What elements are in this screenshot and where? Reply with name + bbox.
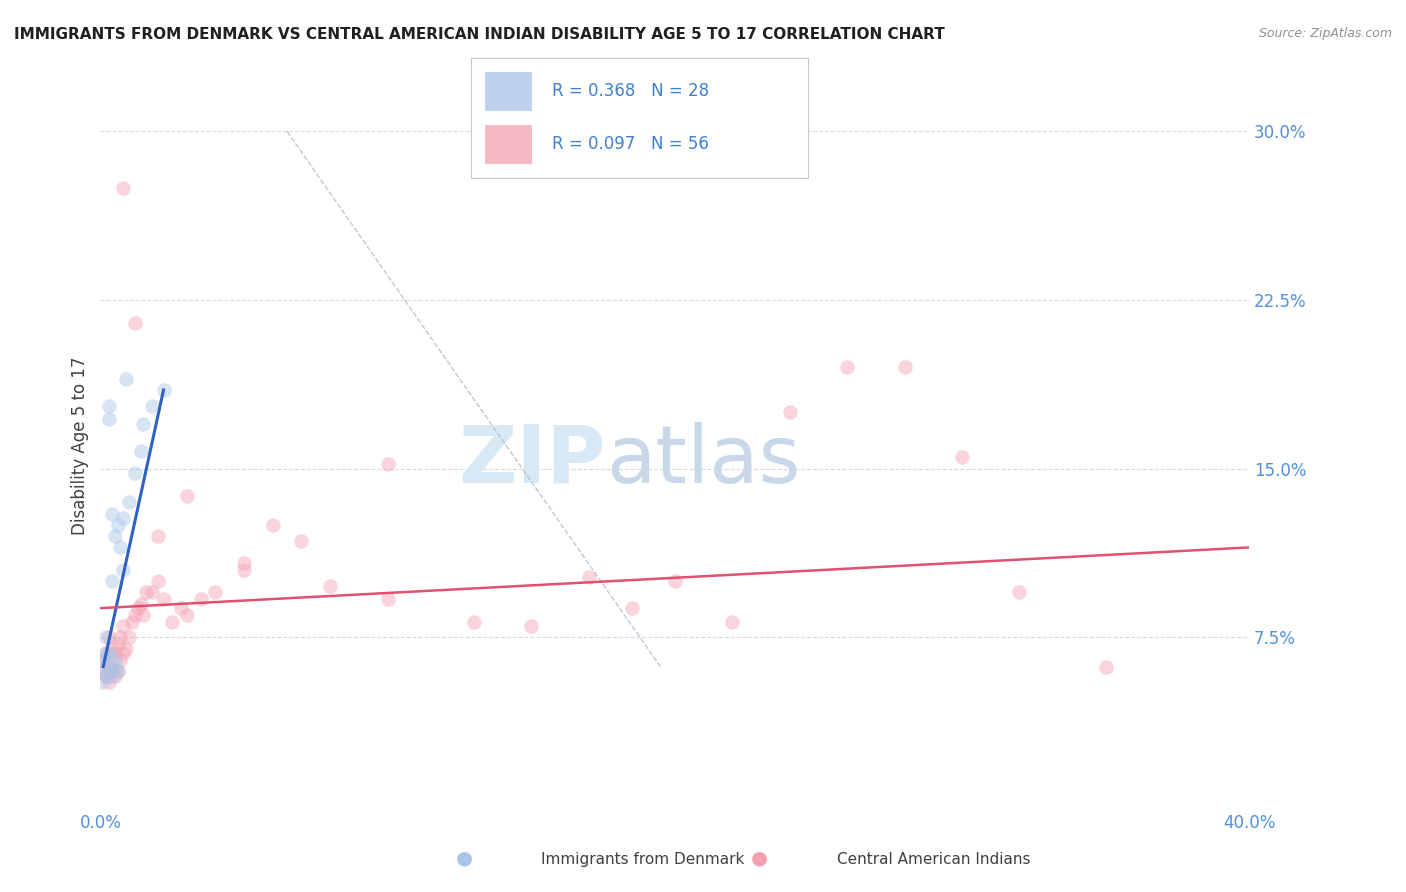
Point bbox=[721, 615, 744, 629]
Point bbox=[98, 631, 121, 645]
Point bbox=[160, 615, 183, 629]
Point bbox=[127, 601, 149, 615]
Text: ●: ● bbox=[456, 848, 472, 867]
Point bbox=[94, 668, 117, 682]
Point bbox=[101, 668, 124, 682]
Point bbox=[101, 664, 124, 678]
Point bbox=[91, 659, 114, 673]
Point bbox=[152, 383, 174, 397]
Point bbox=[91, 675, 114, 690]
Point bbox=[664, 574, 686, 589]
Point bbox=[290, 533, 312, 548]
Point bbox=[98, 646, 121, 660]
Point bbox=[101, 641, 124, 656]
Text: Central American Indians: Central American Indians bbox=[837, 852, 1031, 867]
Point bbox=[94, 646, 117, 660]
Point bbox=[110, 631, 132, 645]
Point bbox=[377, 457, 399, 471]
Point bbox=[107, 664, 129, 678]
Point bbox=[146, 574, 169, 589]
Point bbox=[124, 316, 146, 330]
Point bbox=[835, 360, 858, 375]
Text: Immigrants from Denmark: Immigrants from Denmark bbox=[541, 852, 745, 867]
Point bbox=[950, 450, 973, 465]
Point bbox=[520, 619, 543, 633]
Point bbox=[377, 592, 399, 607]
Text: atlas: atlas bbox=[606, 422, 800, 500]
Text: ●: ● bbox=[751, 848, 768, 867]
Point bbox=[110, 541, 132, 555]
Point bbox=[101, 507, 124, 521]
Point bbox=[112, 563, 135, 577]
Y-axis label: Disability Age 5 to 17: Disability Age 5 to 17 bbox=[72, 357, 89, 535]
Point bbox=[121, 615, 143, 629]
Point bbox=[463, 615, 485, 629]
Point bbox=[152, 592, 174, 607]
Point bbox=[578, 569, 600, 583]
Point bbox=[262, 517, 284, 532]
Point bbox=[146, 529, 169, 543]
Point bbox=[110, 653, 132, 667]
Text: IMMIGRANTS FROM DENMARK VS CENTRAL AMERICAN INDIAN DISABILITY AGE 5 TO 17 CORREL: IMMIGRANTS FROM DENMARK VS CENTRAL AMERI… bbox=[14, 27, 945, 42]
Text: Source: ZipAtlas.com: Source: ZipAtlas.com bbox=[1258, 27, 1392, 40]
Point bbox=[101, 574, 124, 589]
Point bbox=[190, 592, 212, 607]
Point bbox=[1094, 659, 1116, 673]
Point bbox=[141, 399, 163, 413]
Point bbox=[91, 664, 114, 678]
Point bbox=[141, 585, 163, 599]
Point bbox=[135, 585, 157, 599]
Text: ZIP: ZIP bbox=[458, 422, 606, 500]
Point bbox=[118, 495, 141, 509]
Point bbox=[107, 664, 129, 678]
Point bbox=[620, 601, 643, 615]
Point bbox=[91, 653, 114, 667]
Point bbox=[129, 597, 152, 611]
Point bbox=[112, 619, 135, 633]
Point bbox=[132, 417, 155, 431]
Point bbox=[112, 511, 135, 525]
Point bbox=[98, 659, 121, 673]
Point bbox=[170, 601, 193, 615]
Point bbox=[94, 631, 117, 645]
Point bbox=[107, 637, 129, 651]
Point bbox=[233, 556, 256, 570]
Point bbox=[104, 653, 127, 667]
Point bbox=[94, 668, 117, 682]
Point bbox=[132, 607, 155, 622]
Text: R = 0.097   N = 56: R = 0.097 N = 56 bbox=[553, 135, 709, 153]
Text: R = 0.368   N = 28: R = 0.368 N = 28 bbox=[553, 82, 709, 100]
Point bbox=[319, 579, 342, 593]
Point bbox=[204, 585, 226, 599]
Point bbox=[1008, 585, 1031, 599]
Point bbox=[115, 372, 138, 386]
Point bbox=[112, 646, 135, 660]
Point bbox=[129, 443, 152, 458]
FancyBboxPatch shape bbox=[485, 72, 531, 111]
Point bbox=[124, 466, 146, 480]
Point bbox=[104, 668, 127, 682]
Point bbox=[112, 180, 135, 194]
Point bbox=[98, 664, 121, 678]
Point bbox=[98, 675, 121, 690]
Point bbox=[98, 412, 121, 426]
Point bbox=[176, 607, 198, 622]
Point bbox=[104, 646, 127, 660]
Point bbox=[124, 607, 146, 622]
Point bbox=[115, 641, 138, 656]
Point bbox=[94, 646, 117, 660]
Point bbox=[104, 659, 127, 673]
Point bbox=[107, 517, 129, 532]
Point bbox=[94, 653, 117, 667]
Point bbox=[104, 529, 127, 543]
Point bbox=[779, 405, 801, 419]
Point bbox=[893, 360, 915, 375]
Point bbox=[98, 399, 121, 413]
FancyBboxPatch shape bbox=[485, 126, 531, 164]
Point bbox=[176, 489, 198, 503]
Point bbox=[118, 631, 141, 645]
Point bbox=[233, 563, 256, 577]
